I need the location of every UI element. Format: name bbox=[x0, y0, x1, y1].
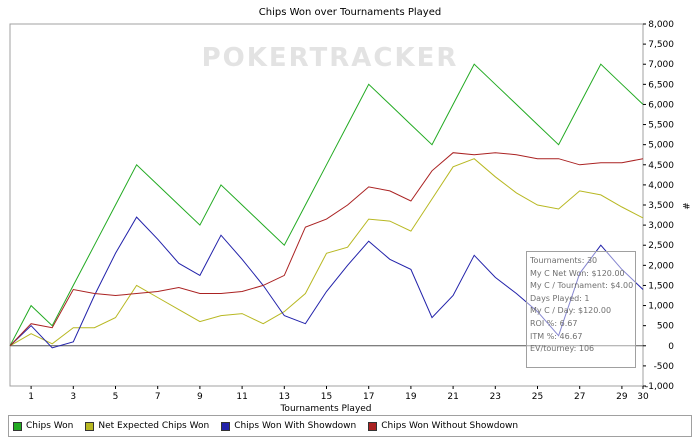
legend-label: Chips Won Without Showdown bbox=[381, 421, 519, 431]
stat-roi: ROI %: 6.67 bbox=[530, 318, 578, 328]
y-tick-label: 7,000 bbox=[648, 60, 674, 70]
x-tick-label: 23 bbox=[490, 392, 501, 402]
x-tick-label: 7 bbox=[155, 392, 161, 402]
legend-item-with-showdown[interactable]: Chips Won With Showdown bbox=[221, 421, 356, 431]
stat-itm: ITM %: 46.67 bbox=[530, 331, 583, 341]
x-tick-label: 21 bbox=[447, 392, 458, 402]
legend-label: Chips Won With Showdown bbox=[234, 421, 357, 431]
legend: Chips Won Net Expected Chips Won Chips W… bbox=[8, 415, 692, 437]
x-tick-label: 19 bbox=[405, 392, 417, 402]
y-tick-label: 4,000 bbox=[648, 181, 674, 191]
x-tick-label: 13 bbox=[279, 392, 290, 402]
legend-item-net-expected[interactable]: Net Expected Chips Won bbox=[85, 421, 209, 431]
series-line-4 bbox=[9, 152, 644, 347]
y-tick-label: 1,000 bbox=[648, 302, 674, 312]
y-tick-label: 3,000 bbox=[648, 221, 674, 231]
x-tick-label: 25 bbox=[532, 392, 543, 402]
y-tick-label: 500 bbox=[657, 322, 674, 332]
y-axis: -1,000 -500 0 500 1,000 1,500 2,000 2,500 3,000 3… bbox=[643, 20, 674, 392]
x-tick-label: 9 bbox=[197, 392, 203, 402]
series-group bbox=[9, 63, 644, 349]
y-tick-label: 2,000 bbox=[648, 261, 674, 271]
legend-label: Chips Won bbox=[26, 421, 74, 431]
y-tick-label: 6,500 bbox=[648, 80, 674, 90]
y-tick-label: 8,000 bbox=[648, 20, 674, 30]
x-tick-label: 27 bbox=[574, 392, 585, 402]
stat-per-tournament: My C / Tournament: $4.00 bbox=[530, 281, 634, 291]
stat-net-won: My C Net Won: $120.00 bbox=[530, 268, 625, 278]
x-tick-label: 1 bbox=[28, 392, 34, 402]
y-tick-label: 5,000 bbox=[648, 141, 674, 151]
chart-title: Chips Won over Tournaments Played bbox=[259, 7, 441, 18]
y-tick-label: 0 bbox=[668, 342, 674, 352]
y-tick-label: 4,500 bbox=[648, 161, 674, 171]
y-axis-title: # bbox=[680, 202, 690, 210]
x-tick-label: 30 bbox=[637, 392, 649, 402]
x-axis-title: Tournaments Played bbox=[279, 404, 371, 414]
stat-days-played: Days Played: 1 bbox=[530, 293, 590, 303]
y-tick-label: 7,500 bbox=[648, 40, 674, 50]
x-axis: 1 3 5 7 9 11 13 15 17 19 21 23 25 27 29 30 bbox=[28, 386, 649, 402]
series-line-2 bbox=[9, 158, 644, 347]
stats-box: Tournaments: 30 My C Net Won: $120.00 My… bbox=[526, 251, 636, 368]
legend-item-without-showdown[interactable]: Chips Won Without Showdown bbox=[368, 421, 518, 431]
watermark-logo: POKERTRACKER bbox=[202, 43, 459, 73]
legend-item-chips-won[interactable]: Chips Won bbox=[13, 421, 73, 431]
series-line-1 bbox=[9, 63, 644, 347]
legend-label: Net Expected Chips Won bbox=[98, 421, 210, 431]
y-tick-label: 1,500 bbox=[648, 281, 674, 291]
stat-tournaments: Tournaments: 30 bbox=[530, 256, 598, 265]
x-tick-label: 17 bbox=[363, 392, 374, 402]
y-tick-label: 3,500 bbox=[648, 201, 674, 211]
y-tick-label: 2,500 bbox=[648, 241, 674, 251]
x-tick-label: 3 bbox=[70, 392, 76, 402]
y-tick-label: -500 bbox=[654, 362, 675, 372]
legend-swatch-green bbox=[13, 421, 22, 431]
stat-per-day: My C / Day: $120.00 bbox=[530, 306, 612, 316]
legend-swatch-blue bbox=[221, 421, 231, 431]
legend-swatch-yellow bbox=[85, 421, 95, 431]
stat-ev-tourney: EV/tourney: 106 bbox=[530, 344, 595, 354]
y-tick-label: -1,000 bbox=[645, 382, 674, 392]
x-tick-label: 5 bbox=[113, 392, 119, 402]
x-tick-label: 15 bbox=[321, 392, 332, 402]
y-tick-label: 6,000 bbox=[648, 100, 674, 110]
x-tick-label: 11 bbox=[236, 392, 247, 402]
series-line-3 bbox=[9, 216, 644, 349]
legend-swatch-red bbox=[368, 421, 378, 431]
y-tick-label: 5,500 bbox=[648, 121, 674, 131]
x-tick-label: 29 bbox=[616, 392, 628, 402]
